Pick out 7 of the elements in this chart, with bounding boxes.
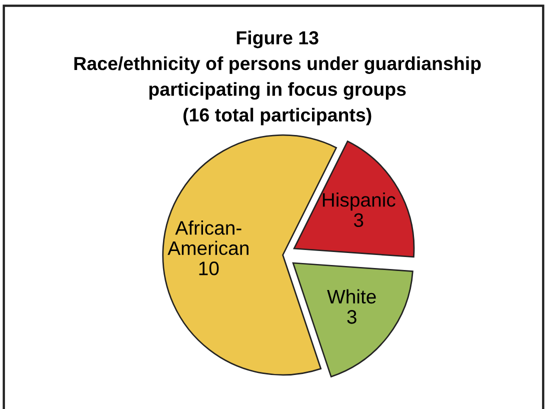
slice-label: Hispanic (322, 192, 396, 211)
data-label: 10 (199, 262, 219, 276)
slice-label: African-American (168, 220, 248, 256)
data-label: 3 (354, 213, 364, 228)
data-label: 3 (347, 310, 356, 324)
chart-title: Figure 13 Race/ethnicity of persons under guardianship participating in focus groups (16 total participants) (74, 30, 481, 126)
slice-label: White (327, 289, 376, 304)
